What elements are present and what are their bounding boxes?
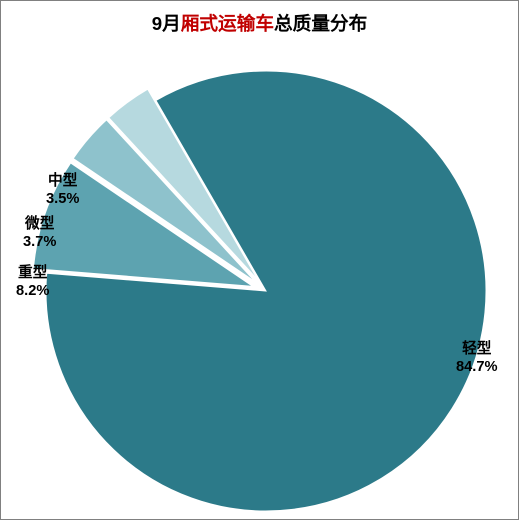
slice-name: 微型 xyxy=(23,216,56,234)
slice-name: 中型 xyxy=(46,173,79,191)
slice-label-重型: 重型8.2% xyxy=(16,265,49,300)
pie-chart-container: 9月厢式运输车总质量分布 轻型84.7%重型8.2%微型3.7%中型3.5% xyxy=(0,0,519,520)
pie-svg xyxy=(1,1,519,521)
slice-name: 重型 xyxy=(16,265,49,283)
slice-value: 84.7% xyxy=(456,359,498,377)
slice-value: 8.2% xyxy=(16,283,49,301)
slice-label-微型: 微型3.7% xyxy=(23,216,56,251)
slice-label-中型: 中型3.5% xyxy=(46,173,79,208)
slice-value: 3.7% xyxy=(23,234,56,252)
slice-name: 轻型 xyxy=(456,341,498,359)
slice-label-轻型: 轻型84.7% xyxy=(456,341,498,376)
slice-value: 3.5% xyxy=(46,191,79,209)
